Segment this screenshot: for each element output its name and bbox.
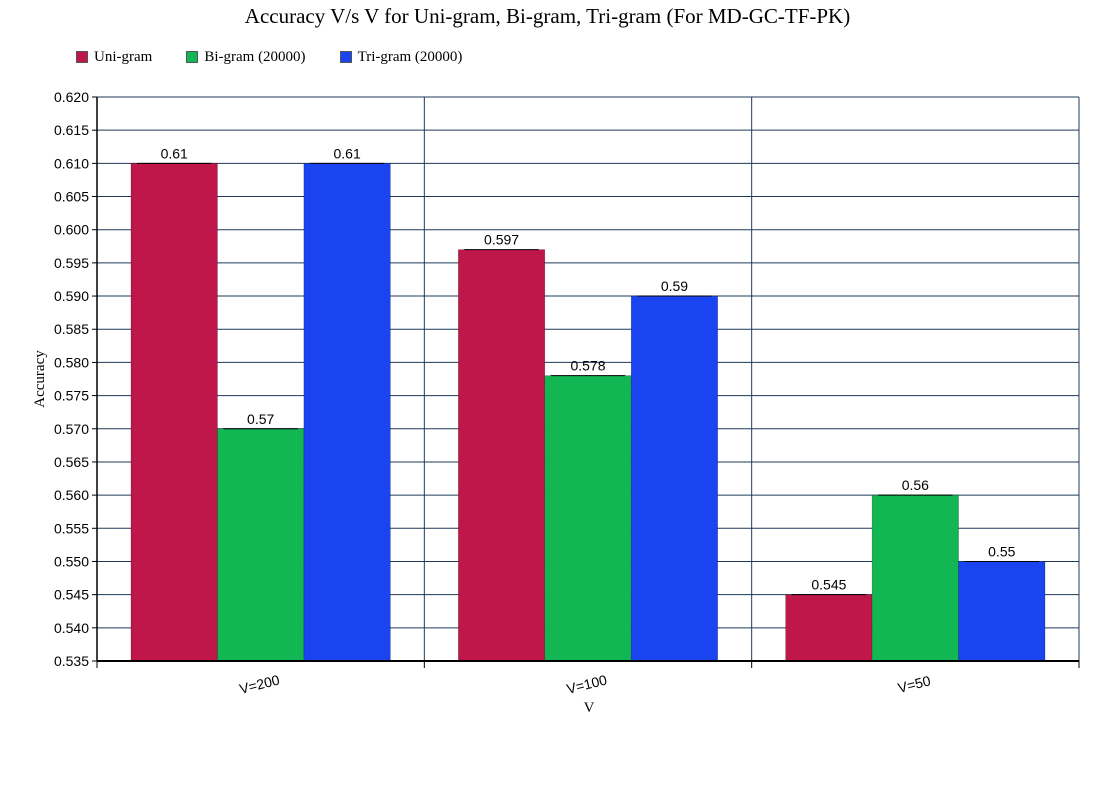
legend-item-unigram: Uni-gram	[76, 49, 152, 66]
bar-tri-gram-2	[958, 561, 1046, 662]
legend-label-trigram: Tri-gram (20000)	[357, 48, 463, 65]
y-tick-label: 0.560	[54, 487, 89, 503]
axes: 0.5350.5400.5450.5500.5550.5600.5650.570…	[54, 89, 1080, 697]
bar-bi-gram-2	[871, 494, 959, 662]
legend-swatch-unigram	[76, 51, 88, 63]
y-tick-label: 0.585	[54, 321, 89, 337]
bar-uni-gram-2	[785, 594, 873, 662]
legend-swatch-trigram	[339, 51, 352, 63]
legend-item-bigram: Bi-gram (20000)	[186, 48, 306, 66]
y-tick-label: 0.545	[54, 587, 89, 603]
y-tick-label: 0.565	[54, 454, 89, 470]
x-tick-label: V=50	[896, 672, 932, 696]
y-axis-label: Accuracy	[32, 350, 48, 408]
y-tick-label: 0.540	[54, 620, 89, 636]
chart-title: Accuracy V/s V for Uni-gram, Bi-gram, Tr…	[244, 4, 851, 28]
bar-tri-gram-1	[630, 295, 718, 662]
x-tick-label: V=100	[565, 671, 609, 696]
bar-bi-gram-1	[544, 375, 632, 662]
y-tick-label: 0.605	[54, 189, 89, 205]
y-tick-label: 0.595	[54, 255, 89, 271]
data-label: 0.61	[333, 145, 360, 161]
legend-item-trigram: Tri-gram (20000)	[339, 48, 463, 66]
y-tick-label: 0.550	[54, 553, 89, 569]
data-label: 0.59	[661, 278, 688, 294]
legend-label-bigram: Bi-gram (20000)	[204, 48, 306, 65]
legend-label-unigram: Uni-gram	[94, 48, 153, 65]
data-label: 0.545	[811, 577, 846, 593]
x-axis-label: V	[584, 700, 595, 716]
y-tick-label: 0.615	[54, 122, 89, 138]
y-tick-label: 0.570	[54, 421, 89, 437]
y-tick-label: 0.620	[54, 89, 89, 105]
bar-tri-gram-0	[303, 163, 391, 662]
data-label: 0.57	[247, 411, 274, 427]
legend: Uni-gram Bi-gram (20000) Tri-gram (20000…	[76, 48, 496, 66]
bars	[130, 163, 1046, 662]
data-label: 0.578	[570, 358, 605, 374]
y-tick-label: 0.600	[54, 222, 89, 238]
y-tick-label: 0.555	[54, 520, 89, 536]
data-label: 0.597	[484, 232, 519, 248]
legend-swatch-bigram	[186, 51, 199, 63]
bar-bi-gram-0	[217, 428, 305, 662]
y-tick-label: 0.590	[54, 288, 89, 304]
data-label: 0.56	[902, 477, 929, 493]
y-tick-label: 0.535	[54, 653, 89, 669]
y-tick-label: 0.575	[54, 388, 89, 404]
data-labels: 0.61 0.597 0.545 0.57 0.578 0.56 0.61 0.59 0.55	[137, 145, 1039, 596]
y-tick-label: 0.610	[54, 155, 89, 171]
y-tick-label: 0.580	[54, 354, 89, 370]
data-label: 0.55	[988, 543, 1015, 559]
bar-uni-gram-1	[458, 249, 546, 662]
bar-uni-gram-0	[130, 163, 218, 662]
x-tick-label: V=200	[238, 671, 282, 696]
data-label: 0.61	[161, 145, 188, 161]
